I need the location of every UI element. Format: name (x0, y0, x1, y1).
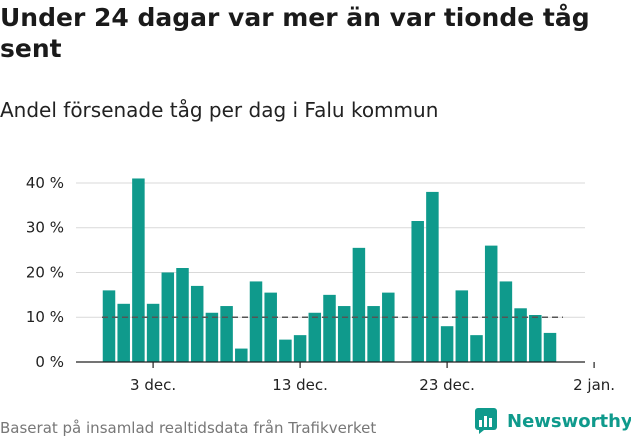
x-tick-label: 2 jan. (573, 376, 615, 394)
y-tick-label: 0 % (35, 353, 64, 371)
bar (117, 303, 130, 362)
bar (279, 339, 292, 362)
bar (411, 221, 424, 362)
bars (102, 178, 557, 362)
bar (455, 290, 469, 362)
bar (235, 348, 248, 362)
bar (367, 306, 380, 362)
bar (543, 332, 557, 362)
bar (264, 292, 277, 362)
bar (323, 294, 336, 362)
source-note: Baserat på insamlad realtidsdata från Tr… (0, 419, 377, 437)
bar (514, 308, 527, 362)
bar (499, 281, 513, 362)
y-axis-labels: 0 % 10 % 20 % 30 % 40 % (26, 174, 64, 371)
bar (337, 306, 351, 362)
y-tick-label: 40 % (26, 174, 64, 192)
chart-subtitle: Andel försenade tåg per dag i Falu kommu… (0, 98, 439, 122)
bar (440, 326, 454, 362)
y-tick-label: 30 % (26, 219, 64, 237)
newsworthy-logo-icon (475, 408, 497, 434)
bar (529, 315, 542, 362)
bar (205, 312, 219, 362)
bar (426, 191, 439, 362)
bar (293, 335, 307, 362)
logo-text: Newsworthy (507, 410, 631, 432)
bar (190, 285, 204, 362)
bar (382, 292, 395, 362)
bar (102, 290, 116, 362)
bar (352, 247, 366, 362)
chart-title: Under 24 dagar var mer än var tionde tåg… (0, 3, 590, 63)
bar (132, 178, 145, 362)
bar (308, 312, 322, 362)
bar (146, 303, 160, 362)
x-tick-label: 13 dec. (272, 376, 328, 394)
bar (176, 268, 189, 362)
y-tick-label: 20 % (26, 263, 64, 281)
y-tick-label: 10 % (26, 308, 64, 326)
x-tick-label: 3 dec. (130, 376, 176, 394)
bar-chart: 0 % 10 % 20 % 30 % 40 % 3 dec. 13 dec. 23 dec.… (26, 174, 615, 394)
bar (470, 335, 483, 362)
x-axis: 3 dec. 13 dec. 23 dec. 2 jan. (76, 361, 615, 394)
bar (484, 245, 498, 362)
bar (220, 306, 233, 362)
newsworthy-logo: Newsworthy (475, 408, 631, 434)
bar (249, 281, 263, 362)
x-tick-label: 23 dec. (419, 376, 475, 394)
